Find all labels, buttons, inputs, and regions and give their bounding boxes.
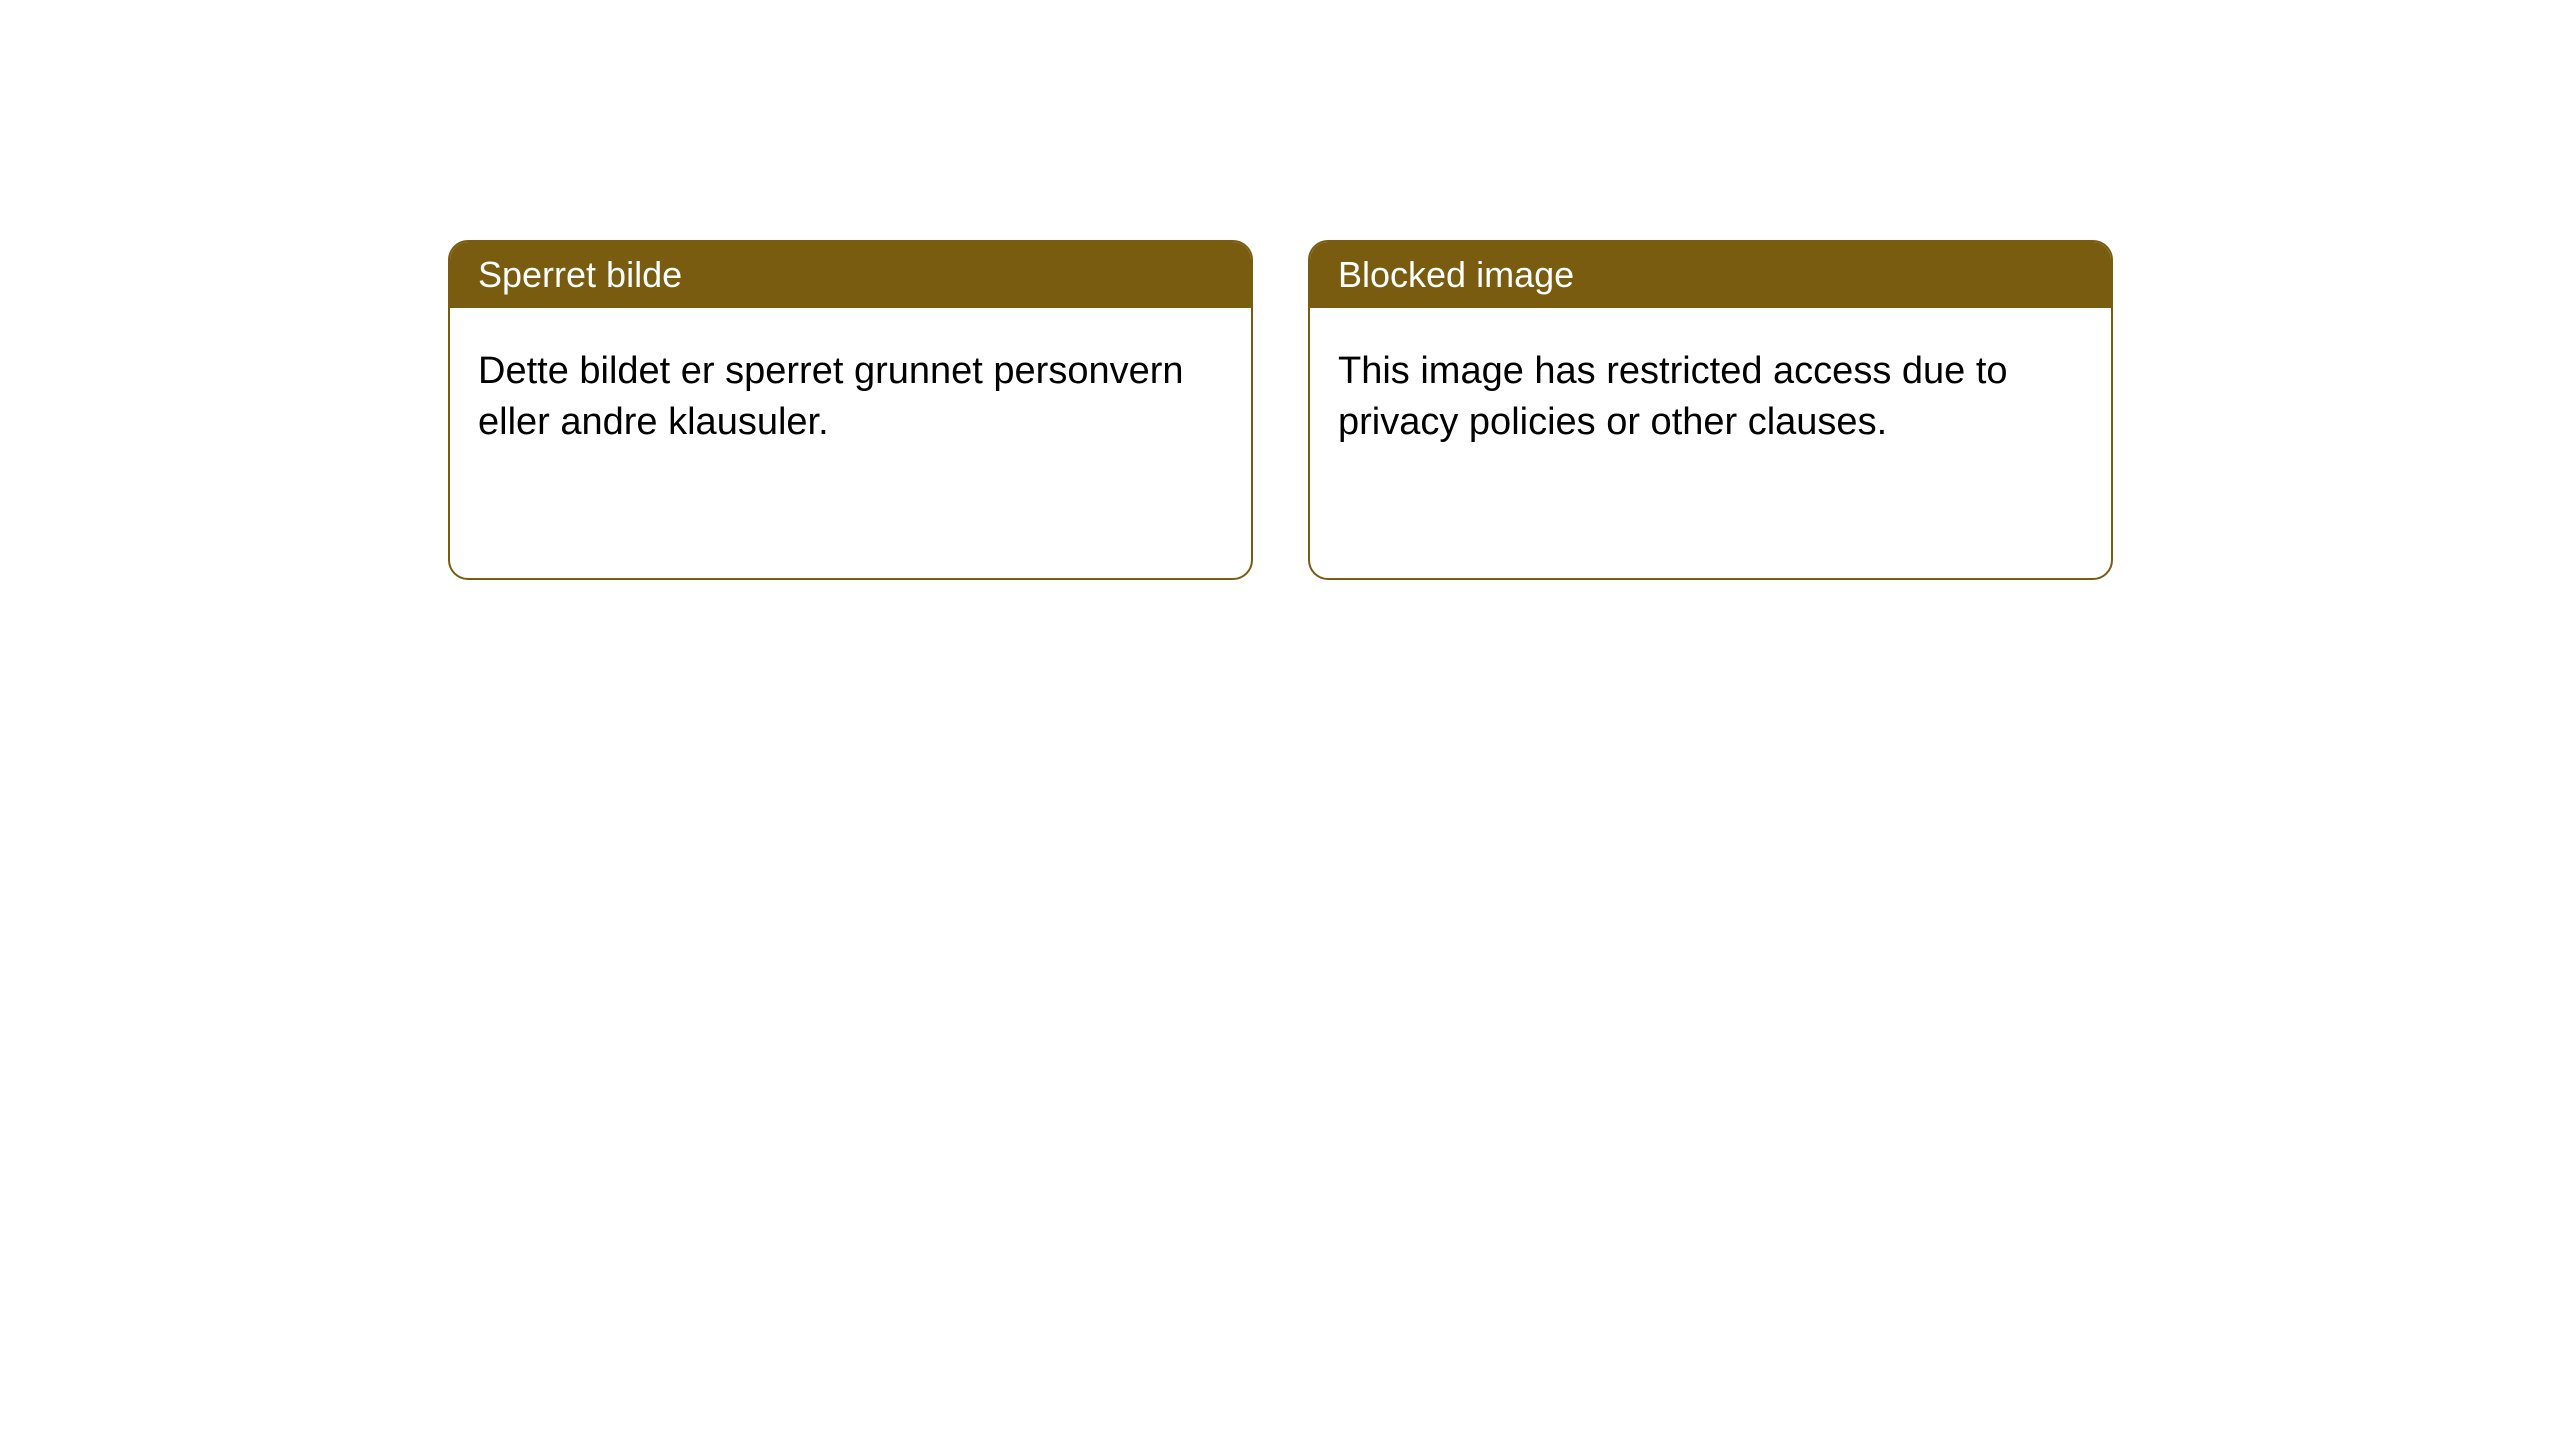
notice-text-english: This image has restricted access due to … [1338,350,2008,443]
notice-header-english: Blocked image [1310,242,2111,308]
notice-text-norwegian: Dette bildet er sperret grunnet personve… [478,350,1184,443]
notice-body-english: This image has restricted access due to … [1310,308,2111,487]
notice-title-norwegian: Sperret bilde [478,254,682,295]
notice-body-norwegian: Dette bildet er sperret grunnet personve… [450,308,1251,487]
notice-box-norwegian: Sperret bilde Dette bildet er sperret gr… [448,240,1253,580]
notice-box-english: Blocked image This image has restricted … [1308,240,2113,580]
notice-header-norwegian: Sperret bilde [450,242,1251,308]
notice-container: Sperret bilde Dette bildet er sperret gr… [448,240,2113,580]
notice-title-english: Blocked image [1338,254,1574,295]
